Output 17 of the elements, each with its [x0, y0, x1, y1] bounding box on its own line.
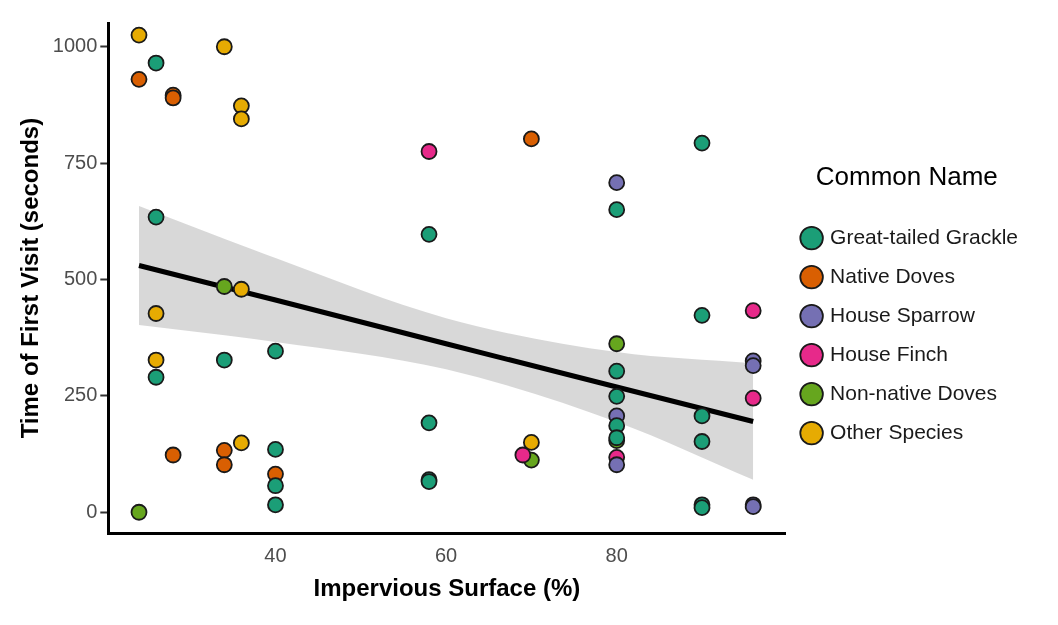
legend-label: Other Species	[830, 419, 964, 443]
y-tick-label: 250	[63, 383, 98, 406]
y-tick-label: 750	[63, 150, 98, 173]
y-tick-label: 500	[63, 267, 98, 290]
y-tick-label: 0	[86, 499, 98, 522]
legend-label: House Sparrow	[830, 302, 976, 326]
legend-label: House Finch	[830, 341, 948, 365]
legend-label: Non-native Doves	[830, 380, 998, 404]
x-tick-label: 40	[264, 543, 287, 566]
legend-title: Common Name	[815, 160, 998, 191]
x-axis-title: Impervious Surface (%)	[313, 574, 581, 602]
legend-label: Great-tailed Grackle	[830, 224, 1018, 248]
x-tick-label: 80	[605, 543, 628, 566]
y-axis-title: Time of First Visit (seconds)	[16, 117, 44, 439]
y-tick-label: 1000	[52, 34, 98, 57]
legend-label: Native Doves	[830, 263, 955, 287]
x-tick-label: 60	[434, 543, 458, 566]
